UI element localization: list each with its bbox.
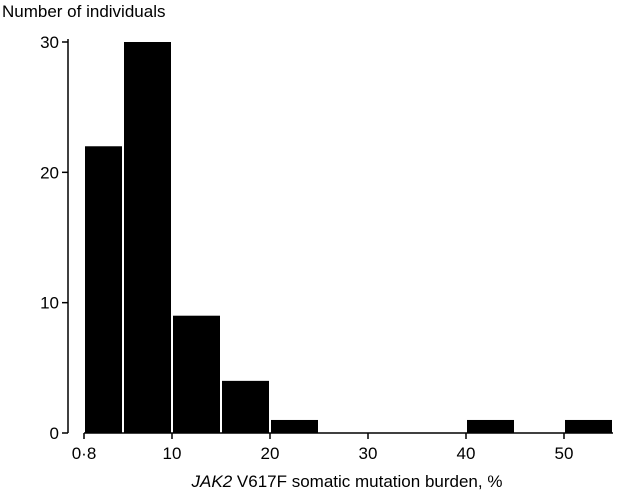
histogram-bar [467,419,514,433]
bars-group [85,42,612,433]
x-axis-label: JAK2 V617F somatic mutation burden, % [191,472,503,491]
histogram-bar [271,419,318,433]
x-tick-label: 40 [457,444,476,463]
y-axis-label: Number of individuals [2,2,165,21]
x-tick-label: 0·8 [72,444,97,463]
histogram-bar [222,380,269,433]
histogram-bar [85,146,122,433]
histogram-bar [124,42,171,433]
y-tick-label: 0 [50,424,59,443]
x-axis-label-italic: JAK2 [191,472,233,491]
x-tick-label: 50 [555,444,574,463]
y-tick-label: 10 [40,294,59,313]
y-tick-label: 20 [40,163,59,182]
x-tick-label: 20 [261,444,280,463]
histogram-bar [173,315,220,433]
x-tick-label: 10 [163,444,182,463]
y-tick-label: 30 [40,33,59,52]
x-axis-label-rest: V617F somatic mutation burden, % [232,472,502,491]
x-tick-label: 30 [359,444,378,463]
histogram-bar [565,419,612,433]
axes-group: 0 10 20 30 0·8 10 20 30 40 50 [40,33,613,463]
